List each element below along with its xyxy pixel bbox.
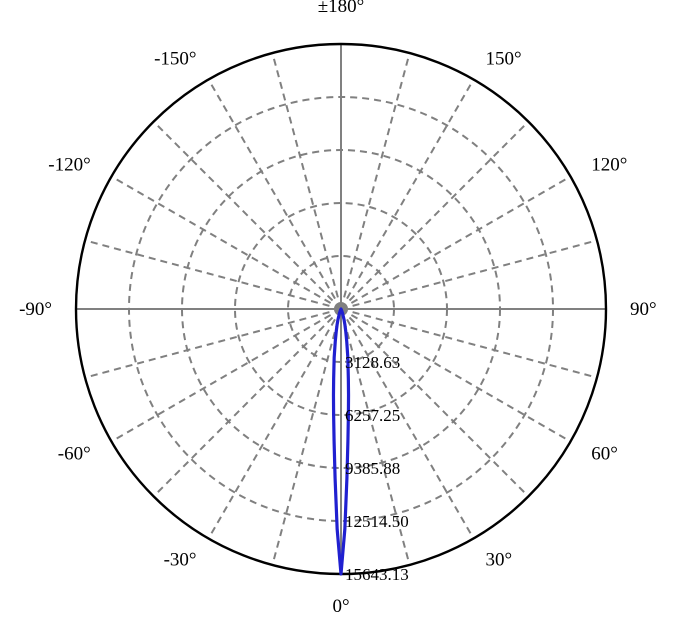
angle-label: 0° — [332, 596, 349, 617]
angle-label: 120° — [591, 155, 627, 176]
angle-label: -30° — [164, 549, 197, 570]
angle-label: ±180° — [318, 0, 365, 17]
polar-plot: ±180° -150° -120° -90° -60° -30° 0° 30° 60° 90° 12… — [0, 0, 690, 643]
angle-label: -60° — [58, 444, 91, 465]
angle-label: 90° — [630, 299, 657, 320]
radial-label: 6257.25 — [345, 406, 400, 425]
angle-label: -120° — [48, 155, 90, 176]
radial-label: 15643.13 — [345, 565, 409, 584]
radial-label: 3128.63 — [345, 353, 400, 372]
angle-label: 60° — [591, 444, 618, 465]
radial-label: 9385.88 — [345, 459, 400, 478]
angle-label: -90° — [19, 299, 52, 320]
radial-label: 12514.50 — [345, 512, 409, 531]
angle-label: -150° — [154, 49, 196, 70]
angle-label: 150° — [486, 49, 522, 70]
angle-label: 30° — [486, 549, 513, 570]
